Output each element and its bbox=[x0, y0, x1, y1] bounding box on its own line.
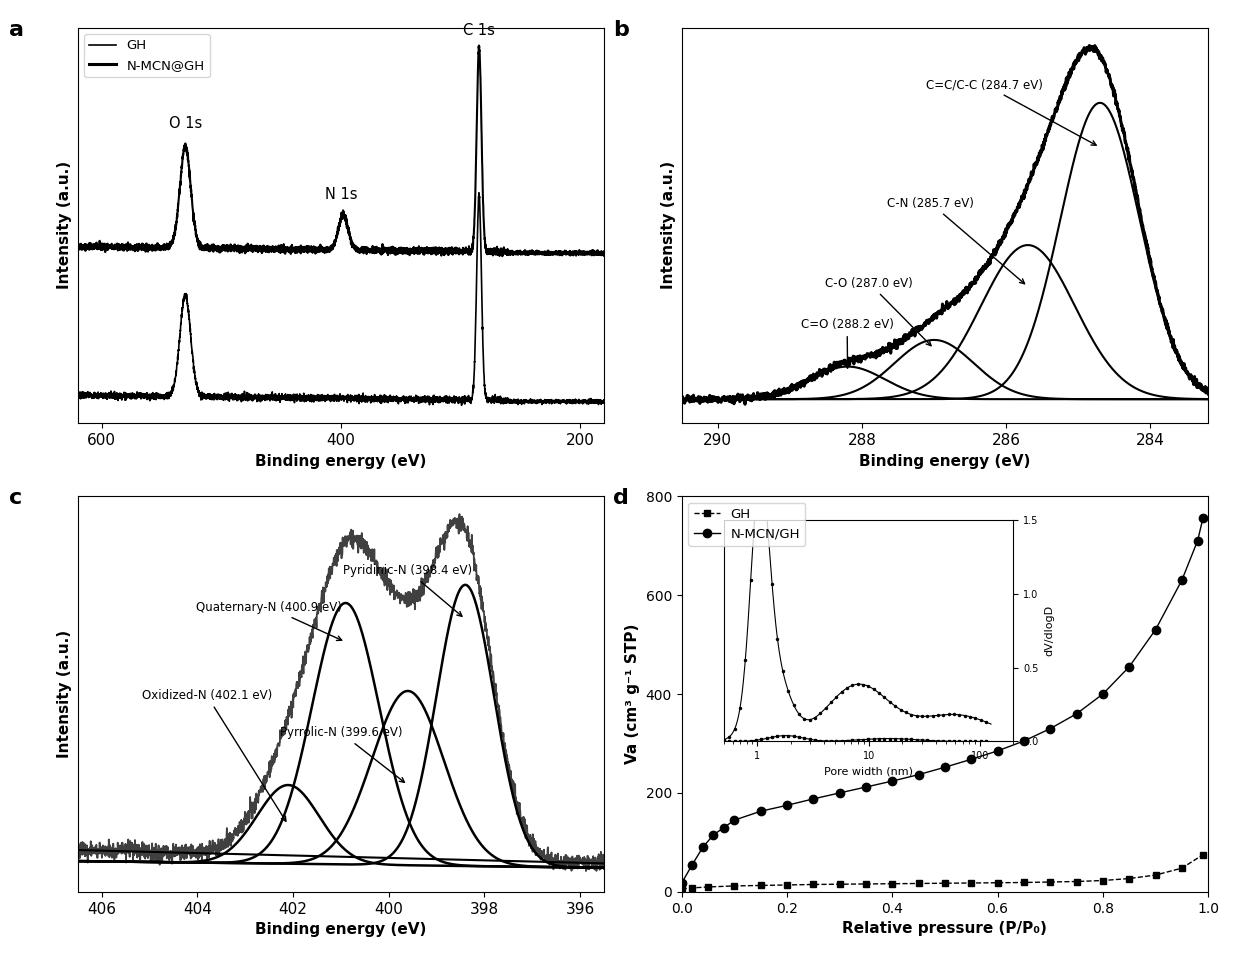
Text: N 1s: N 1s bbox=[325, 187, 357, 202]
N-MCN/GH bbox=[991, 745, 1006, 757]
N-MCN/GH bbox=[753, 806, 768, 817]
GH bbox=[684, 882, 699, 894]
GH bbox=[701, 881, 715, 893]
GH bbox=[1017, 877, 1032, 888]
GH bbox=[1095, 875, 1110, 886]
GH bbox=[963, 878, 978, 889]
GH bbox=[937, 878, 952, 889]
N-MCN/GH bbox=[780, 800, 795, 811]
X-axis label: Relative pressure (P/P₀): Relative pressure (P/P₀) bbox=[842, 922, 1048, 936]
GH bbox=[991, 877, 1006, 888]
N-MCN/GH bbox=[684, 859, 699, 871]
GH bbox=[1174, 862, 1189, 874]
X-axis label: Binding energy (eV): Binding energy (eV) bbox=[255, 923, 427, 937]
N-MCN/GH bbox=[858, 782, 873, 793]
GH bbox=[885, 878, 900, 889]
N-MCN/GH bbox=[1195, 513, 1210, 524]
Text: b: b bbox=[614, 19, 629, 39]
Text: C-N (285.7 eV): C-N (285.7 eV) bbox=[887, 196, 1024, 284]
Text: C 1s: C 1s bbox=[463, 23, 495, 37]
Y-axis label: Intensity (a.u.): Intensity (a.u.) bbox=[661, 161, 676, 289]
GH bbox=[858, 878, 873, 890]
Text: O 1s: O 1s bbox=[169, 116, 202, 130]
N-MCN/GH bbox=[675, 878, 689, 889]
Legend: GH, N-MCN/GH: GH, N-MCN/GH bbox=[688, 503, 805, 546]
N-MCN/GH bbox=[1122, 661, 1137, 673]
N-MCN/GH bbox=[1069, 708, 1084, 719]
GH bbox=[1148, 869, 1163, 880]
N-MCN/GH bbox=[937, 762, 952, 773]
Text: c: c bbox=[9, 489, 22, 508]
Text: Oxidized-N (402.1 eV): Oxidized-N (402.1 eV) bbox=[141, 689, 286, 821]
Text: C-O (287.0 eV): C-O (287.0 eV) bbox=[826, 277, 931, 346]
X-axis label: Binding energy (eV): Binding energy (eV) bbox=[859, 453, 1030, 468]
Text: C=O (288.2 eV): C=O (288.2 eV) bbox=[801, 318, 894, 368]
GH bbox=[753, 879, 768, 891]
N-MCN/GH bbox=[806, 793, 821, 805]
Text: C=C/C-C (284.7 eV): C=C/C-C (284.7 eV) bbox=[926, 78, 1096, 146]
Text: a: a bbox=[9, 19, 24, 39]
N-MCN/GH bbox=[696, 842, 711, 854]
Line: GH: GH bbox=[678, 852, 1207, 893]
Y-axis label: Intensity (a.u.): Intensity (a.u.) bbox=[57, 630, 72, 758]
N-MCN/GH bbox=[885, 775, 900, 787]
N-MCN/GH bbox=[832, 787, 847, 799]
X-axis label: Binding energy (eV): Binding energy (eV) bbox=[255, 453, 427, 468]
GH bbox=[675, 883, 689, 895]
Text: Pyridinic-N (398.4 eV): Pyridinic-N (398.4 eV) bbox=[343, 564, 472, 616]
GH bbox=[780, 879, 795, 891]
Text: d: d bbox=[614, 489, 629, 508]
N-MCN/GH bbox=[717, 822, 732, 833]
N-MCN/GH bbox=[706, 830, 720, 841]
N-MCN/GH bbox=[1017, 735, 1032, 746]
Legend: GH, N-MCN@GH: GH, N-MCN@GH bbox=[84, 34, 210, 78]
N-MCN/GH bbox=[1043, 723, 1058, 735]
GH bbox=[911, 878, 926, 889]
GH bbox=[806, 878, 821, 890]
N-MCN/GH bbox=[1190, 535, 1205, 546]
Line: N-MCN/GH: N-MCN/GH bbox=[677, 514, 1207, 887]
N-MCN/GH bbox=[1148, 624, 1163, 635]
Text: Pyrrolic-N (399.6 eV): Pyrrolic-N (399.6 eV) bbox=[279, 726, 404, 783]
GH bbox=[1043, 877, 1058, 888]
GH bbox=[832, 878, 847, 890]
GH bbox=[727, 880, 742, 892]
N-MCN/GH bbox=[727, 814, 742, 826]
Y-axis label: Va (cm³ g⁻¹ STP): Va (cm³ g⁻¹ STP) bbox=[625, 624, 640, 764]
N-MCN/GH bbox=[911, 769, 926, 781]
N-MCN/GH bbox=[1174, 575, 1189, 586]
Y-axis label: Intensity (a.u.): Intensity (a.u.) bbox=[57, 161, 72, 289]
Text: Quaternary-N (400.9 eV): Quaternary-N (400.9 eV) bbox=[196, 601, 342, 641]
N-MCN/GH bbox=[1095, 688, 1110, 699]
GH bbox=[1122, 873, 1137, 884]
GH bbox=[1069, 876, 1084, 887]
N-MCN/GH bbox=[963, 754, 978, 765]
GH bbox=[1195, 849, 1210, 860]
